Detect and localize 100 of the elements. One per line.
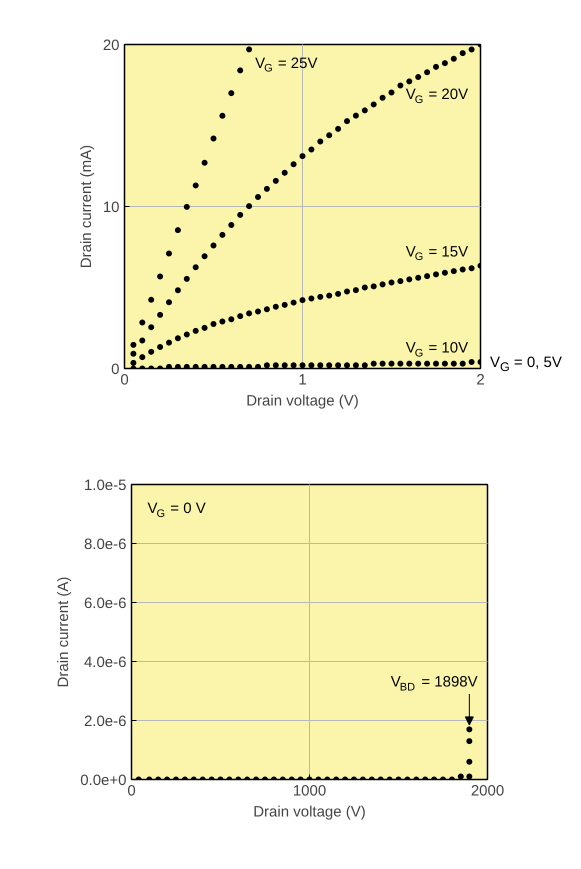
point (326, 362, 332, 368)
point (219, 364, 226, 368)
point (184, 331, 190, 338)
x-tick-label: 2000 (470, 782, 504, 800)
point (352, 112, 359, 119)
point (184, 204, 190, 210)
point (433, 64, 439, 70)
point (184, 276, 190, 282)
point (246, 46, 252, 52)
point (388, 360, 394, 367)
text: V$_{G}$ = 0, 5V (490, 353, 562, 376)
point (282, 362, 288, 368)
point (370, 360, 377, 367)
point (192, 182, 199, 188)
point (157, 312, 164, 318)
point (174, 364, 181, 368)
point (468, 46, 475, 53)
y-tick-label: 0 (111, 361, 120, 378)
point (326, 292, 332, 299)
point (308, 296, 314, 302)
point (210, 364, 216, 368)
y-tick-label: 8.0e-6 (84, 536, 127, 553)
point (352, 362, 359, 368)
point (237, 364, 244, 368)
point (264, 186, 270, 192)
point (157, 344, 164, 350)
point (157, 273, 164, 280)
point (202, 160, 208, 166)
point (424, 69, 430, 76)
point (468, 265, 475, 272)
x-axis-title: Drain voltage (V) (246, 392, 359, 410)
point (380, 94, 386, 101)
point (397, 360, 404, 367)
point (139, 319, 146, 326)
point (290, 161, 297, 168)
point (264, 306, 270, 312)
point (219, 112, 226, 119)
point (210, 320, 216, 327)
point (370, 283, 377, 290)
point (272, 304, 279, 310)
point (450, 56, 457, 62)
y-tick-label: 20 (102, 37, 120, 54)
point (166, 364, 172, 368)
point (308, 146, 314, 152)
point (442, 60, 448, 66)
point (192, 328, 199, 334)
point (424, 273, 430, 280)
x-tick-label: 1 (298, 372, 307, 388)
point (210, 242, 216, 249)
point (362, 362, 368, 368)
point (450, 268, 457, 274)
point (424, 360, 430, 367)
point (237, 313, 244, 320)
point (317, 138, 324, 145)
x-axis-title: Drain voltage (V) (253, 804, 366, 820)
point (460, 360, 466, 367)
point (282, 170, 288, 176)
point (335, 362, 342, 368)
point (290, 362, 297, 368)
point (246, 364, 252, 368)
point (308, 362, 314, 368)
point (415, 274, 422, 281)
y-axis-title: Drain current (A) (55, 576, 72, 688)
point (406, 78, 412, 84)
point (255, 308, 261, 314)
point (344, 118, 350, 124)
point (148, 324, 154, 330)
point (272, 362, 279, 368)
point (139, 354, 146, 360)
point (246, 203, 252, 210)
point (460, 50, 466, 56)
point (272, 178, 279, 184)
point (166, 299, 172, 306)
point (210, 135, 216, 142)
x-tick-label: 1000 (292, 782, 326, 800)
point (433, 271, 439, 278)
point (148, 348, 154, 355)
point (166, 250, 172, 256)
point (335, 126, 342, 132)
point (370, 101, 377, 108)
point (388, 89, 394, 96)
point (406, 360, 412, 367)
point (397, 278, 404, 284)
point (388, 279, 394, 286)
point (184, 364, 190, 368)
point (130, 342, 136, 348)
point (264, 362, 270, 368)
point (166, 340, 172, 346)
point (290, 300, 297, 306)
point (352, 287, 359, 294)
point (433, 360, 439, 367)
point (344, 362, 350, 368)
y-tick-label: 0.0e+0 (80, 772, 126, 789)
point (130, 350, 136, 357)
point (380, 281, 386, 288)
point (148, 296, 154, 303)
point (344, 288, 350, 295)
point (255, 194, 261, 200)
point (219, 232, 226, 238)
point (362, 107, 368, 114)
